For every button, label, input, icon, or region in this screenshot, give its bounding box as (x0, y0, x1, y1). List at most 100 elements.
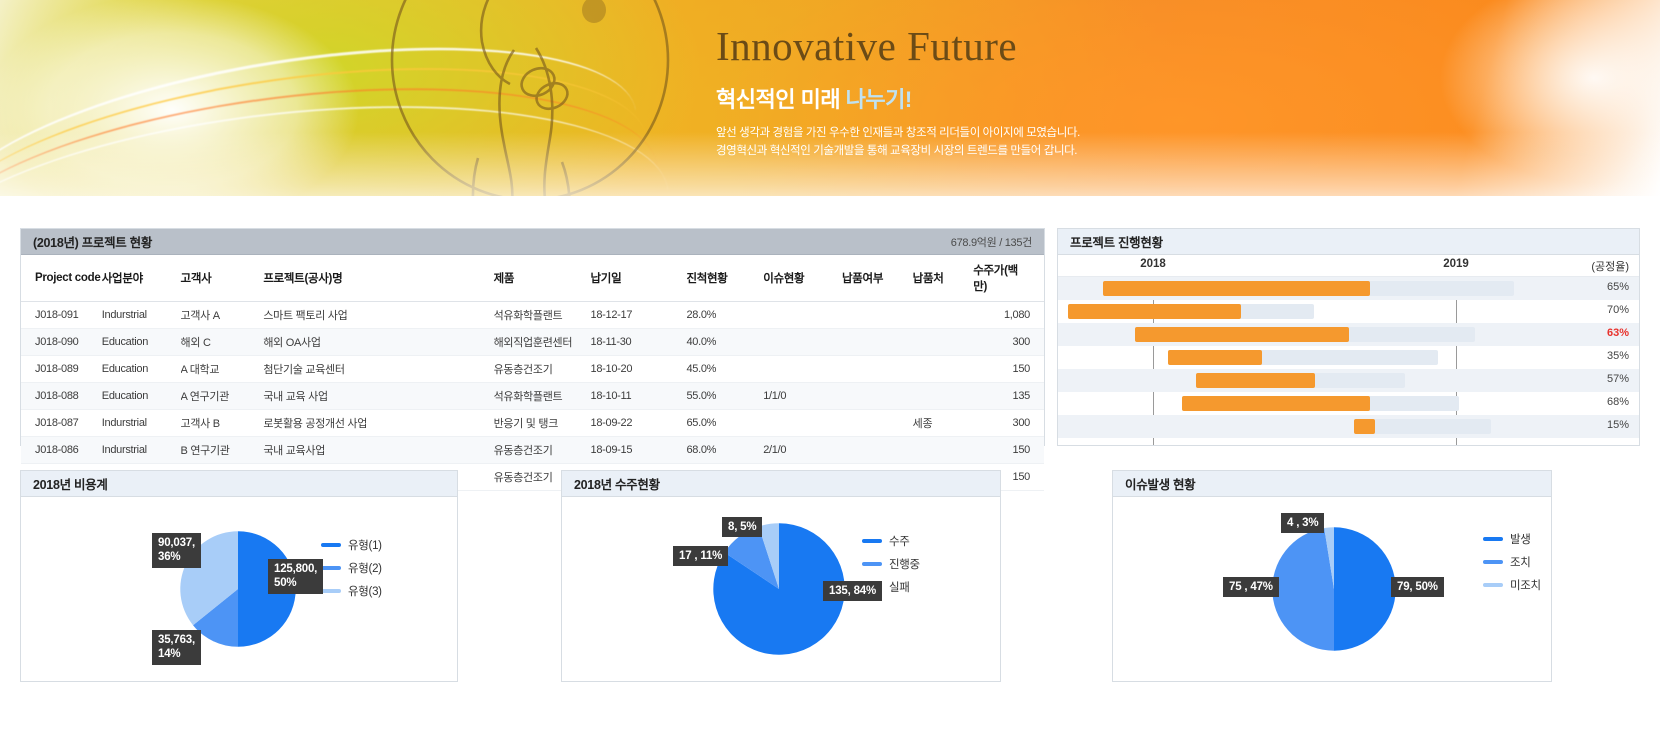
col-place: 납품처 (912, 255, 974, 302)
cell-amount: 300 (973, 409, 1044, 437)
legend-item[interactable]: 유형(3) (321, 583, 382, 599)
hero-text-block: Innovative Future 혁신적인 미래 나누기! 앞선 생각과 경험… (716, 23, 1416, 161)
table-row[interactable]: J018-087 Indurstrial 고객사 B 로봇활용 공정개선 사업 반응기 … (21, 409, 1044, 437)
cell-code: J018-089 (21, 355, 102, 383)
cost-pie-header: 2018년 비용계 (21, 471, 457, 497)
cell-field: Education (101, 328, 181, 356)
table-row[interactable]: J018-091 Indurstrial 고객사 A 스마트 팩토리 사업 석유화학플랜… (21, 301, 1044, 329)
cell-field: Indurstrial (101, 409, 181, 437)
hero-subtitle-main: 혁신적인 미래 (716, 87, 846, 113)
project-status-panel: (2018년) 프로젝트 현황 678.9억원 / 135건 Project c… (20, 228, 1045, 491)
hero-banner: Innovative Future 혁신적인 미래 나누기! 앞선 생각과 경험… (0, 0, 1660, 196)
table-row[interactable]: J018-090 Education 해외 C 해외 OA사업 해외직업훈련센터 18-1… (21, 328, 1044, 356)
cost-pie-label-1: 35,763, 14% (152, 630, 201, 665)
legend-item[interactable]: 미조치 (1483, 577, 1541, 593)
pie-slice[interactable] (713, 523, 845, 655)
cell-product: 유동층건조기 (493, 436, 591, 464)
orders-pie-header: 2018년 수주현황 (562, 471, 1000, 497)
gantt-year-2019: 2019 (1443, 258, 1469, 270)
cell-delivered (841, 382, 913, 410)
col-field: 사업분야 (101, 255, 181, 302)
table-row[interactable]: J018-089 Education A 대학교 첨단기술 교육센터 유동층건조기 18-… (21, 355, 1044, 383)
cell-field: Indurstrial (101, 301, 181, 329)
cell-issue: 2/1/0 (763, 436, 842, 464)
orders-pie-body: 수주 진행중 실패 135, 84% 17 , 11% 8, 5% (562, 497, 1000, 681)
pie-slice[interactable] (1333, 527, 1396, 651)
gantt-percent: 35% (1606, 350, 1629, 362)
gantt-row[interactable]: 63% (1058, 323, 1639, 346)
cell-progress: 68.0% (686, 436, 764, 464)
legend-item[interactable]: 유형(2) (321, 560, 382, 576)
gantt-percent: 63% (1606, 327, 1629, 339)
gantt-row[interactable]: 70% (1058, 300, 1639, 323)
cell-client: B 연구기관 (180, 436, 264, 464)
cell-code: J018-087 (21, 409, 102, 437)
pie-slice[interactable] (193, 589, 239, 647)
legend-item[interactable]: 수주 (862, 533, 920, 549)
table-row[interactable]: J018-086 Indurstrial B 연구기관 국내 교육사업 유동층건조기 18… (21, 436, 1044, 464)
gantt-row[interactable]: 35% (1058, 346, 1639, 369)
hero-subtitle-accent: 나누기! (845, 87, 913, 113)
issues-pie-title: 이슈발생 현황 (1125, 478, 1196, 492)
legend-label: 수주 (889, 536, 910, 548)
cell-name: 국내 교육사업 (263, 436, 494, 464)
gantt-progress-fill (1353, 419, 1375, 434)
project-progress-panel: 프로젝트 진행현황 2018 2019 (공정율) 65% 70% 63% 35% 57… (1057, 228, 1640, 446)
hero-subtitle: 혁신적인 미래 나누기! (716, 82, 1416, 114)
pie-slice[interactable] (1324, 527, 1334, 589)
col-due-date: 납기일 (590, 255, 687, 302)
cell-delivered (841, 355, 913, 383)
cell-client: A 대학교 (180, 355, 264, 383)
legend-label: 유형(2) (348, 563, 382, 575)
pie-slice[interactable] (758, 523, 780, 589)
cell-code: J018-086 (21, 436, 102, 464)
cell-name: 국내 교육 사업 (263, 382, 494, 410)
col-delivered: 납품여부 (841, 255, 913, 302)
cell-product: 석유화학플랜트 (493, 382, 591, 410)
orders-pie-chart (713, 523, 845, 655)
col-issue: 이슈현황 (763, 255, 842, 302)
gantt-percent: 68% (1606, 396, 1629, 408)
gantt-track (1353, 419, 1492, 434)
gantt-progress-fill (1195, 373, 1316, 388)
pie-slice[interactable] (724, 526, 780, 589)
legend-swatch-icon (862, 562, 882, 566)
legend-swatch-icon (1483, 583, 1503, 587)
issues-pie-label-1: 75 , 47% (1223, 577, 1279, 598)
orders-pie-label-2: 8, 5% (722, 517, 763, 538)
legend-item[interactable]: 조치 (1483, 554, 1541, 570)
cost-pie-legend: 유형(1) 유형(2) 유형(3) (321, 537, 382, 599)
legend-label: 실패 (889, 582, 910, 594)
gantt-percent: 57% (1606, 373, 1629, 385)
gantt-progress-fill (1102, 281, 1371, 296)
col-project-name: 프로젝트(공사)명 (263, 255, 494, 302)
legend-item[interactable]: 진행중 (862, 556, 920, 572)
gantt-row[interactable]: 15% (1058, 415, 1639, 438)
gantt-row[interactable]: 57% (1058, 369, 1639, 392)
gantt-row[interactable]: 68% (1058, 392, 1639, 415)
issues-pie-label-0: 79, 50% (1391, 577, 1444, 598)
cell-product: 반응기 및 탱크 (493, 409, 591, 437)
cell-place (912, 301, 974, 329)
cell-progress: 45.0% (686, 355, 764, 383)
gantt-progress-fill (1135, 327, 1350, 342)
gantt-chart: 2018 2019 (공정율) 65% 70% 63% 35% 57% 68% 15% (1058, 255, 1639, 445)
gantt-percent: 15% (1606, 419, 1629, 431)
project-status-summary: 678.9억원 / 135건 (950, 236, 1033, 249)
col-product: 제품 (493, 255, 591, 302)
cell-issue (763, 409, 842, 437)
cell-field: Education (101, 355, 181, 383)
legend-item[interactable]: 유형(1) (321, 537, 382, 553)
hero-description-line-1: 앞선 생각과 경험을 가진 우수한 인재들과 창조적 리더들이 아이지에 모였습… (716, 127, 1080, 140)
legend-swatch-icon (862, 539, 882, 543)
issues-pie-label-2: 4 , 3% (1281, 513, 1325, 534)
pie-slice[interactable] (1272, 528, 1334, 651)
gantt-row[interactable]: 65% (1058, 277, 1639, 300)
table-row[interactable]: J018-088 Education A 연구기관 국내 교육 사업 석유화학플랜트 18… (21, 382, 1044, 410)
legend-label: 유형(3) (348, 586, 382, 598)
legend-item[interactable]: 발생 (1483, 531, 1541, 547)
cost-pie-panel: 2018년 비용계 유형(1) 유형(2) 유형(3) 125,800, 50% 3… (20, 470, 458, 682)
legend-label: 미조치 (1510, 580, 1541, 592)
